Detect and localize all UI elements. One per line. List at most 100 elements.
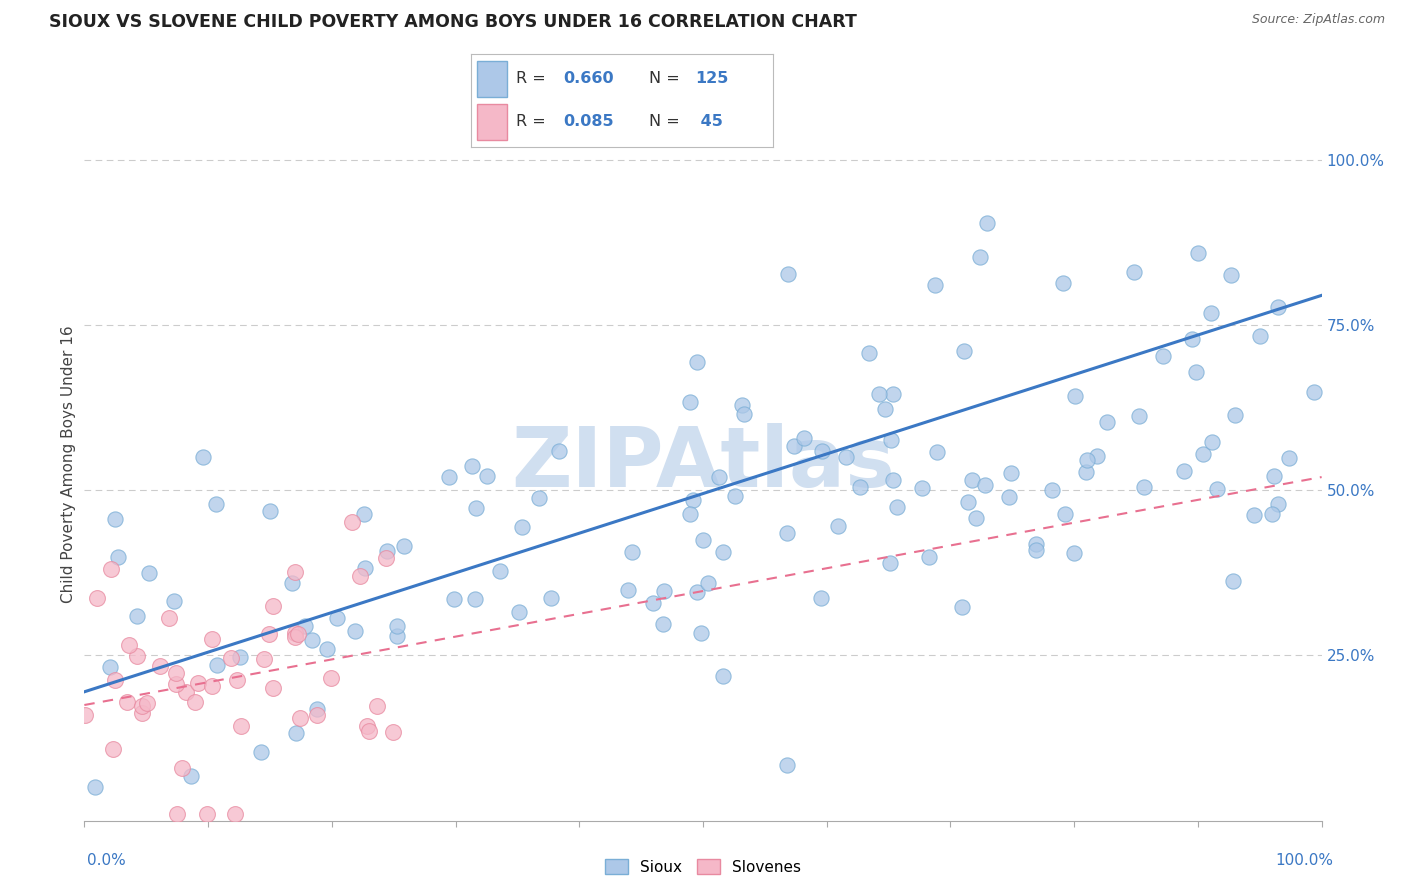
Point <box>262 681 284 695</box>
Point <box>1133 479 1156 493</box>
Point <box>349 568 371 582</box>
Point <box>437 470 460 484</box>
Point <box>527 491 550 505</box>
Point <box>882 386 904 401</box>
Point <box>620 545 643 559</box>
Point <box>849 479 872 493</box>
Point <box>305 702 328 716</box>
Point <box>262 599 284 613</box>
Point <box>288 711 311 725</box>
Point <box>548 444 571 458</box>
Point <box>976 216 998 230</box>
Point <box>711 544 734 558</box>
Point <box>696 575 718 590</box>
Point <box>187 676 209 690</box>
Point <box>1052 276 1074 290</box>
Point <box>1128 409 1150 423</box>
Point <box>1063 546 1085 560</box>
Point <box>875 401 897 416</box>
Point <box>1184 365 1206 379</box>
Point <box>1249 328 1271 343</box>
Text: 0.0%: 0.0% <box>87 854 127 868</box>
Point <box>250 746 273 760</box>
Point <box>165 666 187 681</box>
Point <box>724 489 747 503</box>
Point <box>356 719 378 733</box>
Text: Source: ZipAtlas.com: Source: ZipAtlas.com <box>1251 13 1385 27</box>
Point <box>692 533 714 548</box>
Point <box>508 605 530 619</box>
Point <box>342 515 364 529</box>
Point <box>733 407 755 421</box>
Point <box>326 611 349 625</box>
Point <box>385 618 408 632</box>
Point <box>1223 409 1246 423</box>
Point <box>104 673 127 688</box>
Point <box>377 543 399 558</box>
Point <box>879 556 901 570</box>
Point <box>1243 508 1265 522</box>
Point <box>1277 451 1299 466</box>
Point <box>191 450 214 464</box>
Point <box>104 512 127 526</box>
Point <box>834 450 856 465</box>
Point <box>195 807 218 822</box>
Point <box>974 478 997 492</box>
Point <box>385 629 408 643</box>
Text: 125: 125 <box>695 71 728 87</box>
Legend: Sioux, Slovenes: Sioux, Slovenes <box>599 853 807 880</box>
Point <box>924 277 946 292</box>
Point <box>965 511 987 525</box>
Point <box>135 696 157 710</box>
Point <box>165 676 187 690</box>
Point <box>810 591 832 606</box>
Point <box>886 500 908 515</box>
Point <box>1263 469 1285 483</box>
Point <box>1024 543 1046 558</box>
Point <box>321 671 343 685</box>
Point <box>1187 245 1209 260</box>
Text: R =: R = <box>516 114 551 129</box>
Point <box>882 474 904 488</box>
Point <box>950 599 973 614</box>
Point <box>917 550 939 565</box>
Point <box>731 398 754 412</box>
Point <box>353 561 375 575</box>
Point <box>205 497 228 511</box>
Text: N =: N = <box>650 114 685 129</box>
Point <box>1063 389 1085 403</box>
Point <box>464 500 486 515</box>
Point <box>811 444 834 458</box>
Point <box>366 698 388 713</box>
Point <box>375 551 398 566</box>
Point <box>641 597 664 611</box>
Point <box>460 458 482 473</box>
Point <box>686 585 709 599</box>
Point <box>679 507 702 521</box>
Text: 0.085: 0.085 <box>564 114 614 129</box>
Point <box>118 638 141 652</box>
Point <box>301 633 323 648</box>
Point <box>957 494 980 508</box>
Point <box>540 591 562 606</box>
Point <box>1181 332 1204 346</box>
Point <box>83 780 105 794</box>
Point <box>1123 265 1146 279</box>
Point <box>231 718 253 732</box>
Point <box>307 708 329 723</box>
Text: 100.0%: 100.0% <box>1275 854 1333 868</box>
Point <box>205 658 228 673</box>
Point <box>281 576 304 591</box>
Point <box>284 630 307 644</box>
Point <box>489 565 512 579</box>
Point <box>690 626 713 640</box>
Point <box>131 699 153 714</box>
Point <box>1076 453 1098 467</box>
Point <box>315 642 337 657</box>
Point <box>344 624 367 638</box>
Point <box>1205 483 1227 497</box>
Point <box>353 507 375 521</box>
Text: ZIPAtlas: ZIPAtlas <box>510 424 896 504</box>
Point <box>224 807 246 822</box>
Text: SIOUX VS SLOVENE CHILD POVERTY AMONG BOYS UNDER 16 CORRELATION CHART: SIOUX VS SLOVENE CHILD POVERTY AMONG BOY… <box>49 13 858 31</box>
